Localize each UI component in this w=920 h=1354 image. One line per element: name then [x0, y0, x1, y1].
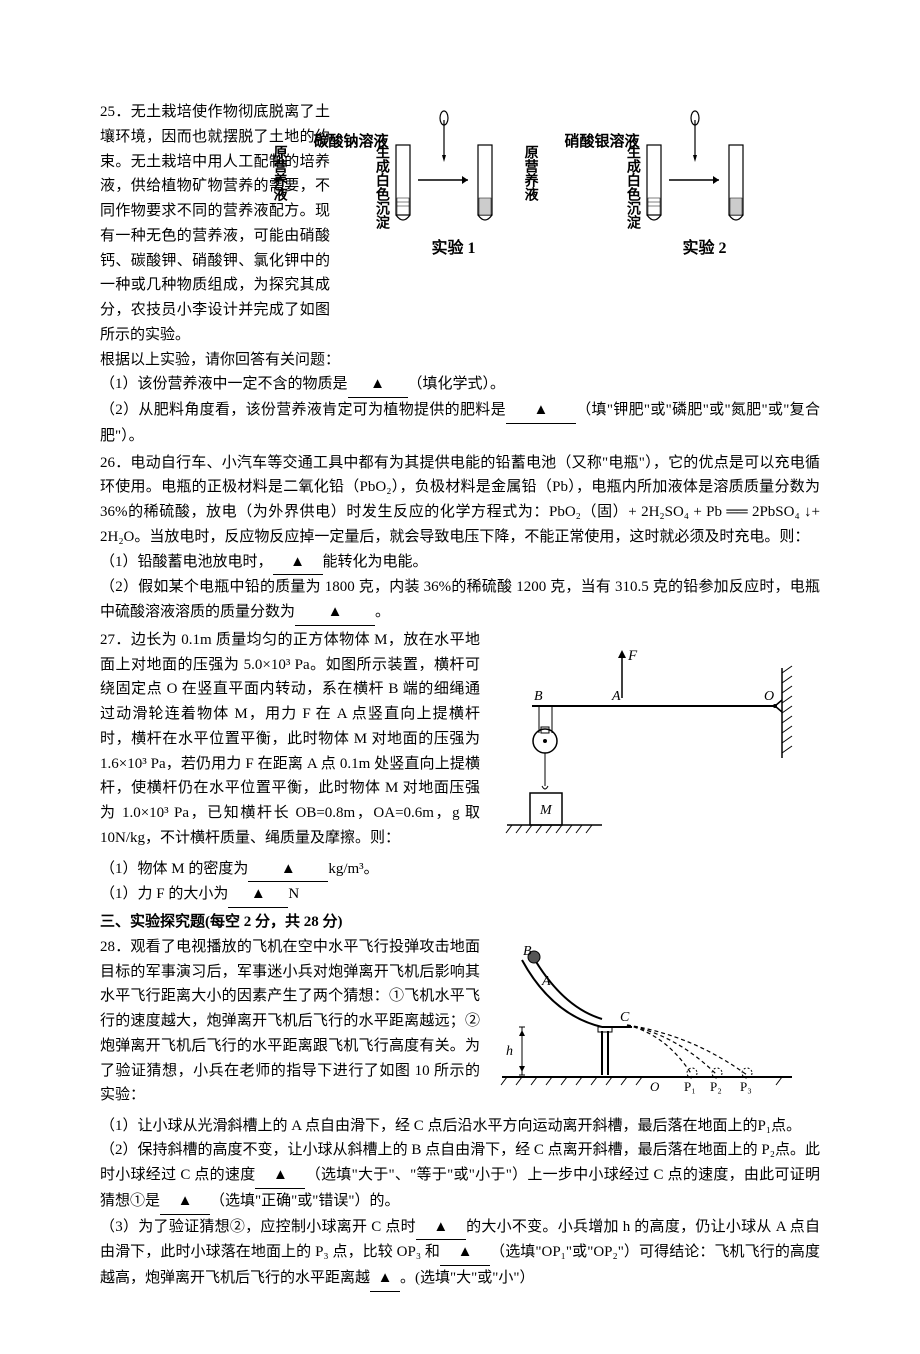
q28-p1: （1）让小球从光滑斜槽上的 A 点自由滑下，经 C 点后沿水平方向运动离开斜槽，…: [100, 1114, 820, 1139]
q26-p1-pre: （1）铅酸蓄电池放电时，: [100, 554, 273, 570]
q28-P3: P₃: [740, 1079, 752, 1094]
q27: 27．边长为 0.1m 质量均匀的正方体物体 M，放在水平地面上对地面的压强为 …: [100, 628, 820, 908]
q27-p1-pre: （1）物体 M 的密度为: [100, 861, 248, 877]
q26-p1-blank[interactable]: ▲: [273, 550, 323, 576]
exp2-right-label: 生成白色沉淀: [625, 145, 640, 229]
q28-p3-blank3[interactable]: ▲: [370, 1266, 400, 1292]
exp2-title: 实验 2: [682, 236, 726, 262]
q27-p1: （1）物体 M 的密度为▲kg/m³。: [100, 857, 820, 883]
q28-figure: B A C h: [492, 935, 820, 1114]
q25: 25．无土栽培使作物彻底脱离了土壤环境，因而也就摆脱了土地的约束。无土栽培中用人…: [100, 100, 820, 449]
q27-intro: 27．边长为 0.1m 质量均匀的正方体物体 M，放在水平地面上对地面的压强为 …: [100, 628, 480, 851]
q28: 28．观看了电视播放的飞机在空中水平飞行投弹攻击地面目标的军事演习后，军事迷小兵…: [100, 935, 820, 1292]
q27-O-label: O: [764, 689, 774, 704]
q28-B: B: [523, 945, 532, 959]
q27-p2-unit: N: [288, 886, 299, 902]
q26: 26．电动自行车、小汽车等交通工具中都有为其提供电能的铅蓄电池（又称"电瓶"），…: [100, 451, 820, 626]
q27-p2-pre: （1）力 F 的大小为: [100, 886, 228, 902]
q27-A-label: A: [611, 689, 621, 704]
exp1-svg: [384, 110, 524, 230]
exp2: 原营养液 硝酸银溶液 生成白色沉淀 实验 2: [595, 110, 815, 262]
q25-p2-pre: （2）从肥料角度看，该份营养液肯定可为植物提供的肥料是: [100, 402, 506, 418]
q27-F-label: F: [627, 648, 638, 664]
q26-p2-blank[interactable]: ▲: [295, 600, 375, 626]
q25-bridge: 根据以上实验，请你回答有关问题：: [100, 348, 820, 373]
q28-A: A: [541, 974, 551, 989]
exp2-svg: [635, 110, 775, 230]
q26-intro: 26．电动自行车、小汽车等交通工具中都有为其提供电能的铅蓄电池（又称"电瓶"），…: [100, 455, 820, 545]
q28-p3-blank1[interactable]: ▲: [416, 1215, 466, 1241]
q26-p2: （2）假如某个电瓶中铅的质量为 1800 克，内装 36%的稀硫酸 1200 克…: [100, 575, 820, 626]
q25-intro: 25．无土栽培使作物彻底脱离了土壤环境，因而也就摆脱了土地的约束。无土栽培中用人…: [100, 100, 330, 348]
q26-p1-post: 能转化为电能。: [323, 554, 428, 570]
section-3-head: 三、实验探究题(每空 2 分，共 28 分): [100, 910, 820, 935]
q25-p1-pre: （1）该份营养液中一定不含的物质是: [100, 376, 348, 392]
q28-P1: P₁: [684, 1079, 696, 1094]
q25-p1-post: （填化学式）。: [408, 376, 506, 392]
q26-p1: （1）铅酸蓄电池放电时，▲能转化为电能。: [100, 550, 820, 576]
q25-p1-blank[interactable]: ▲: [348, 372, 408, 398]
q28-C: C: [620, 1010, 630, 1025]
q25-p2: （2）从肥料角度看，该份营养液肯定可为植物提供的肥料是▲（填"钾肥"或"磷肥"或…: [100, 398, 820, 449]
q27-p2-blank[interactable]: ▲: [228, 882, 288, 908]
q27-figure: F B A O M: [492, 628, 820, 857]
q28-p3-post: 。(选填"大"或"小"）: [400, 1270, 535, 1286]
exp1-title: 实验 1: [431, 236, 475, 262]
q26-p2-post: 。: [375, 604, 390, 620]
q27-M-label: M: [539, 803, 553, 818]
q28-p2-blank1[interactable]: ▲: [255, 1163, 305, 1189]
q28-p2-post: （选填"正确"或"错误"）的。: [210, 1193, 400, 1209]
q27-p2: （1）力 F 的大小为▲N: [100, 882, 820, 908]
exp1-left-label: 原营养液: [268, 145, 291, 201]
q28-p2-blank2[interactable]: ▲: [160, 1189, 210, 1215]
exp1-right-label: 生成白色沉淀: [374, 145, 389, 229]
q25-p1: （1）该份营养液中一定不含的物质是▲（填化学式）。: [100, 372, 820, 398]
q28-h: h: [506, 1044, 513, 1059]
q26-p2-pre: （2）假如某个电瓶中铅的质量为 1800 克，内装 36%的稀硫酸 1200 克…: [100, 579, 820, 620]
exp2-left-label: 原营养液: [519, 145, 542, 201]
q27-B-label: B: [534, 689, 543, 704]
q28-O: O: [650, 1079, 660, 1094]
q28-p3-blank2[interactable]: ▲: [440, 1240, 490, 1266]
q28-intro: 28．观看了电视播放的飞机在空中水平飞行投弹攻击地面目标的军事演习后，军事迷小兵…: [100, 935, 480, 1108]
q25-figure: 原营养液 碳酸钠溶液 生成白色沉淀 实验 1: [338, 100, 820, 348]
q27-p1-unit: kg/m³。: [328, 861, 378, 877]
q28-P2: P₂: [710, 1079, 722, 1094]
q28-p3: （3）为了验证猜想②，应控制小球离开 C 点时▲的大小不变。小兵增加 h 的高度…: [100, 1215, 820, 1292]
q28-p2: （2）保持斜槽的高度不变，让小球从斜槽上的 B 点自由滑下，经 C 点离开斜槽，…: [100, 1138, 820, 1214]
q28-p3-pre: （3）为了验证猜想②，应控制小球离开 C 点时: [100, 1219, 416, 1235]
q27-p1-blank[interactable]: ▲: [248, 857, 328, 883]
q25-p2-blank[interactable]: ▲: [506, 398, 576, 424]
